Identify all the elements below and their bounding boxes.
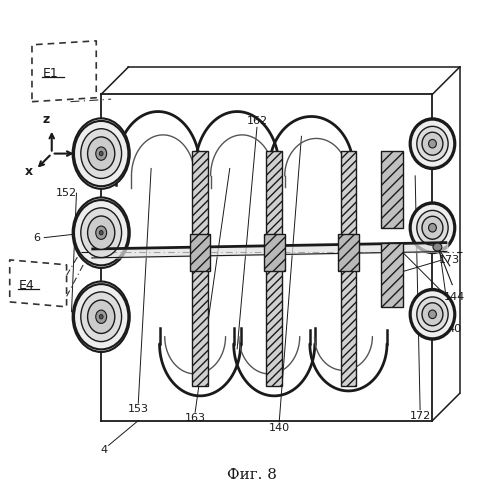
Ellipse shape (81, 128, 121, 178)
Text: 172: 172 (409, 410, 431, 420)
Ellipse shape (417, 210, 448, 245)
Ellipse shape (96, 226, 107, 239)
Text: 6: 6 (33, 232, 40, 242)
Ellipse shape (96, 310, 107, 324)
Text: 163: 163 (184, 413, 206, 423)
Ellipse shape (411, 120, 454, 168)
Ellipse shape (74, 284, 129, 350)
Bar (266, 151, 282, 386)
Text: 144: 144 (444, 292, 465, 302)
Text: 40: 40 (448, 324, 462, 334)
Ellipse shape (88, 300, 115, 334)
Ellipse shape (81, 292, 121, 342)
Text: 140: 140 (269, 423, 290, 433)
Ellipse shape (410, 289, 455, 340)
Text: 4: 4 (100, 446, 107, 456)
Ellipse shape (99, 230, 103, 235)
Ellipse shape (96, 147, 107, 160)
Ellipse shape (411, 290, 454, 339)
Text: E1: E1 (43, 66, 58, 80)
Text: y: y (82, 146, 90, 158)
Ellipse shape (73, 118, 130, 189)
Text: z: z (43, 113, 50, 126)
Ellipse shape (88, 137, 115, 170)
Ellipse shape (410, 118, 455, 169)
Bar (190, 234, 211, 271)
Text: Фиг. 8: Фиг. 8 (227, 468, 277, 482)
Text: E4: E4 (19, 278, 34, 291)
Bar (341, 151, 356, 386)
Ellipse shape (88, 216, 115, 250)
Text: 153: 153 (128, 404, 149, 414)
Bar (192, 151, 208, 386)
Ellipse shape (428, 224, 436, 232)
Bar (381, 242, 403, 307)
Text: 162: 162 (246, 116, 268, 126)
Ellipse shape (417, 126, 448, 161)
Ellipse shape (73, 282, 130, 352)
Ellipse shape (428, 140, 436, 148)
Ellipse shape (422, 132, 443, 155)
Text: x: x (25, 164, 33, 177)
Ellipse shape (99, 152, 103, 156)
Ellipse shape (81, 208, 121, 258)
Ellipse shape (433, 243, 442, 251)
Ellipse shape (74, 200, 129, 266)
Text: 173: 173 (439, 255, 460, 265)
Ellipse shape (410, 202, 455, 253)
Bar (381, 151, 403, 228)
Ellipse shape (411, 204, 454, 252)
Ellipse shape (417, 297, 448, 332)
Ellipse shape (73, 198, 130, 268)
Ellipse shape (422, 303, 443, 326)
Ellipse shape (428, 310, 436, 318)
Ellipse shape (422, 216, 443, 239)
Text: 152: 152 (56, 188, 77, 198)
Ellipse shape (99, 314, 103, 319)
Bar (264, 234, 285, 271)
Ellipse shape (74, 121, 129, 186)
Bar (338, 234, 359, 271)
